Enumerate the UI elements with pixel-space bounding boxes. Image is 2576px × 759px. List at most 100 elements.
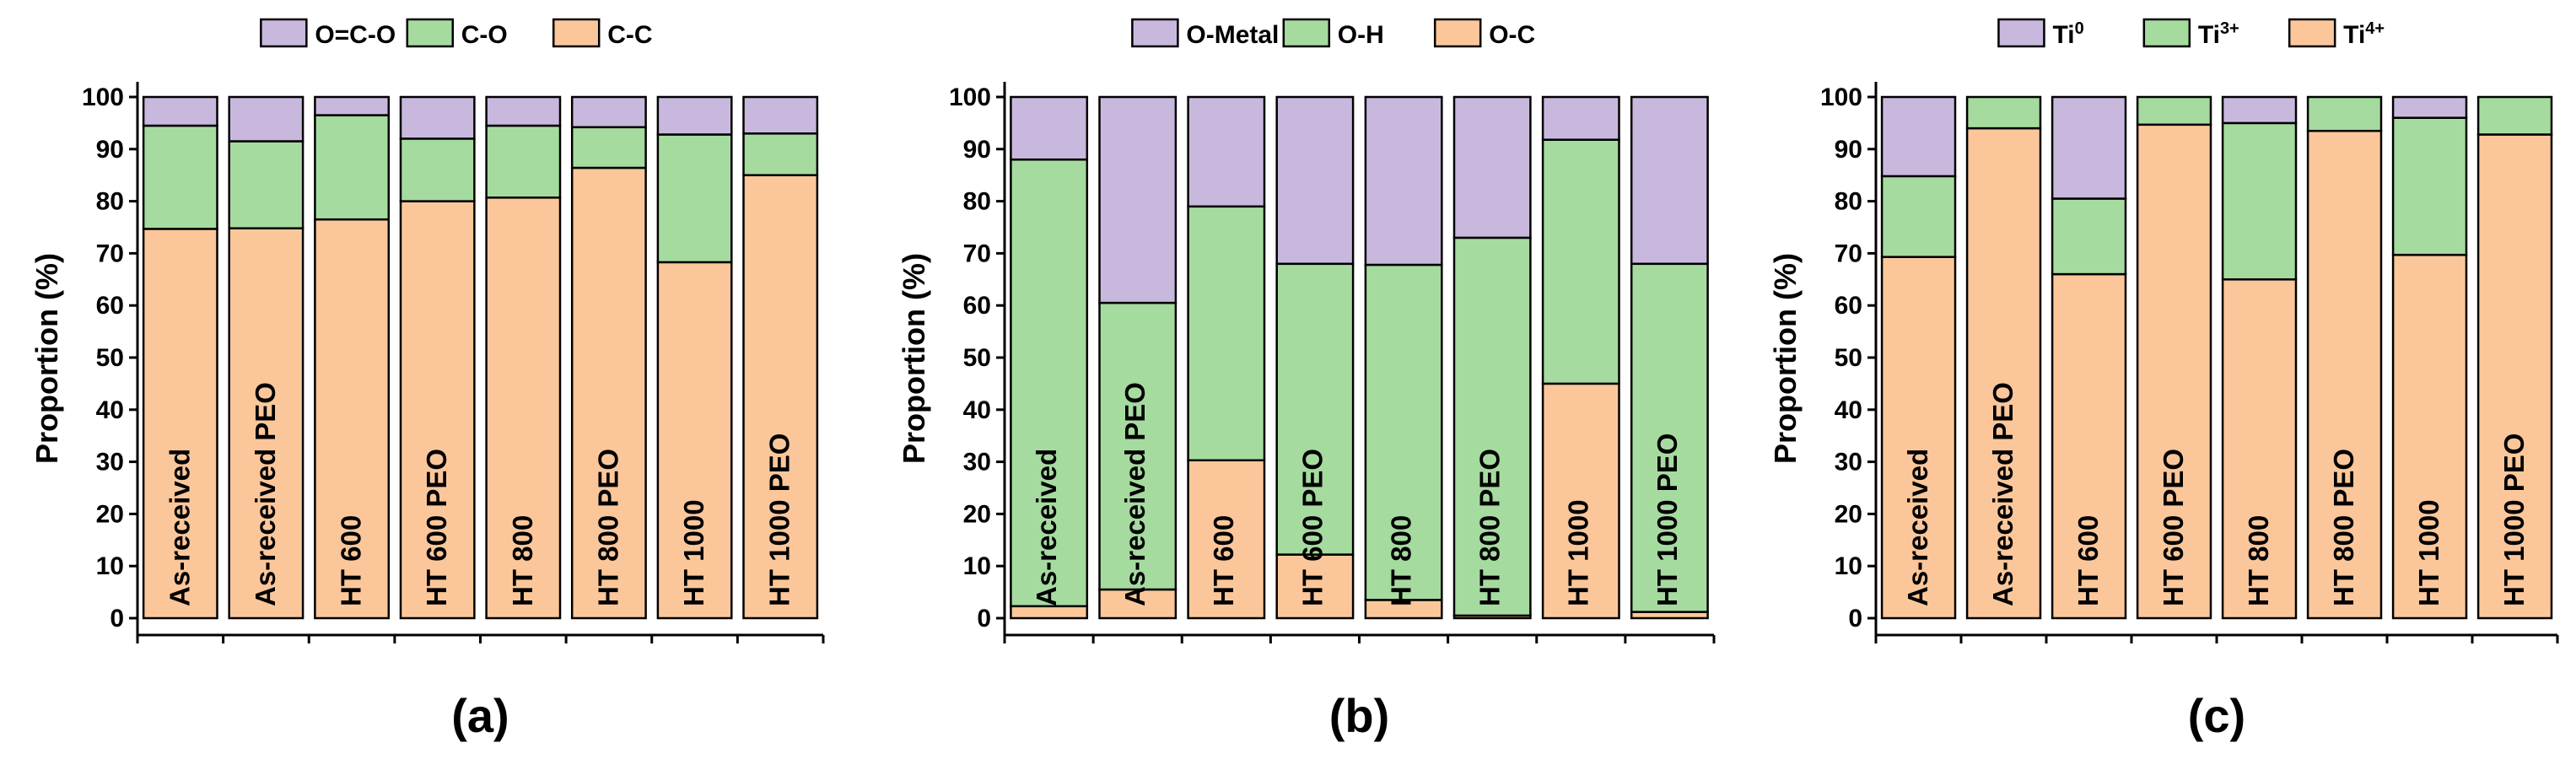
category-label: HT 800 PEO [592, 449, 623, 606]
bar-segment [742, 132, 819, 176]
bar-segment [1880, 95, 1957, 178]
legend-label: Ti0 [2052, 19, 2083, 49]
bar-segment [1364, 95, 1443, 266]
bar-segment [485, 196, 562, 620]
bar-segment [228, 227, 304, 620]
bar-segment [228, 140, 304, 229]
category-label: As-received [1902, 449, 1933, 606]
bar-segment [1098, 95, 1178, 304]
bar-segment [742, 174, 819, 620]
y-tick-label: 90 [96, 136, 124, 164]
category-label: HT 800 [507, 515, 538, 606]
bar-segment [656, 95, 733, 136]
y-tick-label: 100 [1820, 83, 1862, 111]
bar-segment [1364, 263, 1443, 601]
category-label: HT 600 [2072, 515, 2104, 606]
y-tick-label: 40 [96, 396, 124, 424]
bar-segment [485, 95, 562, 127]
y-tick-label: 70 [96, 240, 124, 267]
bar-segment [2136, 95, 2212, 126]
bar-segment [228, 95, 304, 143]
category-label: As-received PEO [1987, 382, 2018, 606]
bar-segment [1630, 95, 1709, 266]
y-tick-label: 80 [1835, 188, 1862, 216]
bar-segment [399, 137, 476, 202]
bar-segment [2051, 197, 2127, 276]
bar-segment [1880, 256, 1957, 620]
y-tick-label: 80 [96, 188, 124, 216]
legend-label: C-O [461, 21, 508, 49]
category-label: HT 600 [336, 515, 367, 606]
bar-segment [1541, 382, 1620, 620]
bar-segment [570, 95, 647, 129]
bar-segment [656, 133, 733, 264]
category-label: HT 1000 PEO [764, 433, 795, 606]
bar-segment [1452, 236, 1532, 617]
bar-segment [485, 124, 562, 199]
legend-superscript: 0 [2075, 19, 2084, 38]
bar-segment [1010, 158, 1089, 608]
y-tick-label: 50 [1835, 344, 1862, 372]
category-label: HT 1000 PEO [2498, 433, 2530, 606]
bar-segment [142, 95, 218, 127]
bar-segment [1275, 95, 1355, 266]
y-tick-label: 10 [96, 552, 124, 580]
panel-label: (c) [2188, 689, 2245, 742]
bar-segment [2391, 116, 2468, 256]
bar-segment [2306, 129, 2383, 620]
y-tick-label: 60 [96, 292, 124, 320]
y-tick-label: 100 [82, 83, 124, 111]
category-label: HT 800 PEO [1474, 449, 1506, 606]
bar-segment [1630, 262, 1709, 613]
bar-segment [2221, 121, 2298, 281]
legend-superscript: 4+ [2365, 19, 2385, 38]
category-label: HT 800 [2243, 515, 2274, 606]
category-label: As-received PEO [250, 382, 281, 606]
bar-segment [656, 261, 733, 620]
category-label: HT 600 PEO [1296, 449, 1328, 606]
bar-segment [142, 124, 218, 230]
chart-panel-2: As-received As-received PEO HT 600 HT 600 P… [897, 18, 1716, 742]
bar-segment [2051, 95, 2127, 200]
legend-swatch [552, 18, 601, 48]
bar-segment [570, 166, 647, 620]
bar-segment [1187, 205, 1266, 462]
category-label: HT 1000 PEO [1652, 433, 1683, 606]
legend-label: O-Metal [1186, 21, 1279, 49]
legend-label: O-H [1338, 21, 1384, 49]
bar-segment [399, 95, 476, 140]
bar-segment [1010, 95, 1089, 161]
chart-panel-1: As-received As-received PEO HT 600 HT 600 P… [30, 18, 825, 742]
y-axis-title: Proportion (%) [897, 253, 931, 464]
legend-swatch [1997, 18, 2045, 48]
legend-label: O-C [1489, 21, 1535, 49]
y-tick-label: 80 [963, 188, 991, 216]
y-tick-label: 0 [1848, 605, 1862, 632]
bar-segment [2476, 95, 2553, 136]
y-tick-label: 70 [963, 240, 991, 267]
y-tick-label: 90 [1835, 136, 1862, 164]
y-tick-label: 20 [963, 500, 991, 528]
y-axis-title: Proportion (%) [30, 253, 64, 464]
bar-segment [1452, 95, 1532, 240]
y-tick-label: 10 [963, 552, 991, 580]
legend: O-Metal O-H O-C [1131, 18, 1535, 49]
y-tick-label: 30 [96, 449, 124, 476]
bar-segment [742, 95, 819, 135]
y-tick-label: 0 [977, 605, 991, 632]
y-tick-label: 90 [963, 136, 991, 164]
category-label: As-received PEO [1119, 382, 1151, 606]
bar-segment [2476, 133, 2553, 620]
legend-swatch [1433, 18, 1482, 48]
bar-segment [142, 228, 218, 620]
legend-label: O=C-O [315, 21, 396, 49]
legend-swatch [1131, 18, 1179, 48]
category-label: HT 1000 [2413, 499, 2444, 606]
bar-segment [2221, 95, 2298, 125]
legend-label: Ti4+ [2343, 19, 2385, 49]
legend-swatch [2142, 18, 2191, 48]
category-label: HT 800 [1386, 515, 1417, 606]
y-tick-label: 30 [963, 449, 991, 476]
category-label: HT 1000 [678, 499, 709, 606]
bar-segment [1187, 459, 1266, 620]
